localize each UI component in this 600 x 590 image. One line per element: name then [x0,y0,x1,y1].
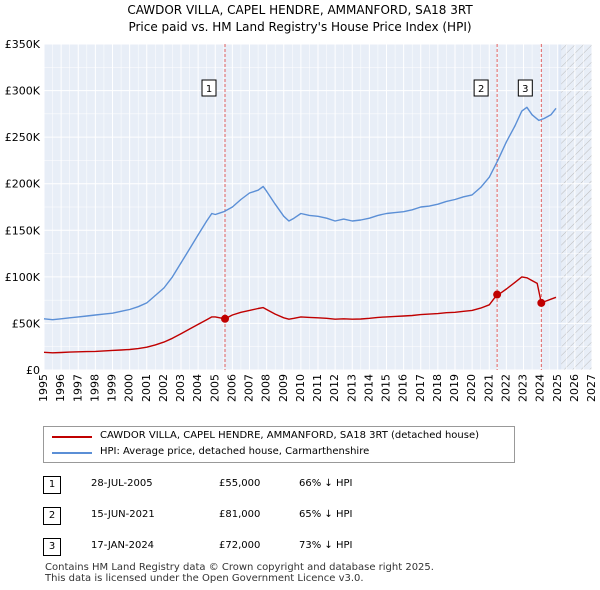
x-tick-label: 1996 [54,374,67,402]
x-tick-label: 2022 [499,374,512,402]
sale-hpi-diff: 73% ↓ HPI [299,540,353,551]
y-tick-label: £350K [5,38,41,51]
legend-label-hpi: HPI: Average price, detached house, Carm… [100,446,370,457]
footer-copyright: Contains HM Land Registry data © Crown c… [45,562,434,573]
sale-point [537,298,546,307]
x-tick-label: 2013 [345,374,358,402]
sale-price: £81,000 [219,509,261,520]
x-tick-label: 2011 [311,374,324,402]
y-tick-label: £50K [12,317,41,330]
footer-attribution: Contains HM Land Registry data © Crown c… [45,562,434,584]
chart-title-subtitle: Price paid vs. HM Land Registry's House … [128,20,472,34]
sale-row: 3 17-JAN-2024 £72,000 73% ↓ HPI [43,534,563,565]
x-tick-label: 1999 [106,374,119,402]
x-tick-label: 2019 [448,374,461,402]
x-tick-label: 2006 [225,374,238,402]
x-tick-label: 2016 [397,374,410,402]
sale-label-number: 2 [478,84,484,95]
x-tick-label: 2003 [174,374,187,402]
x-tick-label: 2002 [157,374,170,402]
legend-swatch-property [52,436,92,438]
legend-swatch-hpi [52,452,92,454]
hpi-series-line [43,106,557,321]
x-tick-label: 2005 [208,374,221,402]
legend-label-property: CAWDOR VILLA, CAPEL HENDRE, AMMANFORD, S… [100,430,480,441]
x-tick-label: 2001 [140,374,153,402]
y-tick-label: £200K [5,178,41,191]
x-tick-label: 1995 [37,374,50,402]
x-tick-label: 2027 [585,374,598,402]
footer-licence: This data is licensed under the Open Gov… [45,573,364,584]
sale-row: 2 15-JUN-2021 £81,000 65% ↓ HPI [43,503,563,534]
chart-title-address: CAWDOR VILLA, CAPEL HENDRE, AMMANFORD, S… [127,3,473,17]
x-tick-label: 2007 [243,374,256,402]
sale-date: 15-JUN-2021 [91,509,155,520]
chart-legend: CAWDOR VILLA, CAPEL HENDRE, AMMANFORD, S… [43,426,515,463]
sale-label-box [201,79,217,97]
x-tick-label: 2012 [328,374,341,402]
sale-label-number: 1 [206,84,212,95]
x-tick-label: 2009 [277,374,290,402]
y-tick-label: £300K [5,85,41,98]
sale-row: 1 28-JUL-2005 £55,000 66% ↓ HPI [43,472,563,503]
sale-label-box [473,79,489,97]
y-tick-label: £150K [5,224,41,237]
x-tick-label: 2000 [123,374,136,402]
y-tick-label: £0 [26,364,40,377]
x-tick-label: 2026 [568,374,581,402]
sale-date: 17-JAN-2024 [91,540,155,551]
x-tick-label: 2008 [260,374,273,402]
sale-point [493,290,502,299]
x-tick-label: 2018 [431,374,444,402]
x-tick-label: 2010 [294,374,307,402]
x-tick-label: 2020 [465,374,478,402]
y-tick-label: £250K [5,131,41,144]
sale-label-number: 3 [522,84,528,95]
sale-price: £72,000 [219,540,261,551]
sale-hpi-diff: 65% ↓ HPI [299,509,353,520]
sale-hpi-diff: 66% ↓ HPI [299,478,353,489]
x-tick-label: 2014 [362,374,375,402]
x-tick-label: 1997 [71,374,84,402]
sales-table: 1 28-JUL-2005 £55,000 66% ↓ HPI 2 15-JUN… [43,472,563,565]
price-chart: £0 £50K £100K £150K £200K £250K £300K £350K 1995… [5,38,598,402]
x-tick-label: 2015 [380,374,393,402]
sale-point [221,314,230,323]
x-tick-label: 2004 [191,374,204,402]
y-tick-label: £100K [5,271,41,284]
sale-number-badge: 2 [43,507,61,525]
x-tick-label: 2017 [414,374,427,402]
sale-date: 28-JUL-2005 [91,478,153,489]
x-tick-label: 1998 [88,374,101,402]
sale-label-box [517,79,533,97]
x-tick-label: 2024 [534,374,547,402]
sale-number-badge: 1 [43,476,61,494]
x-tick-label: 2021 [482,374,495,402]
sale-price: £55,000 [219,478,261,489]
sale-number-badge: 3 [43,538,61,556]
x-tick-label: 2023 [517,374,530,402]
x-tick-label: 2025 [551,374,564,402]
